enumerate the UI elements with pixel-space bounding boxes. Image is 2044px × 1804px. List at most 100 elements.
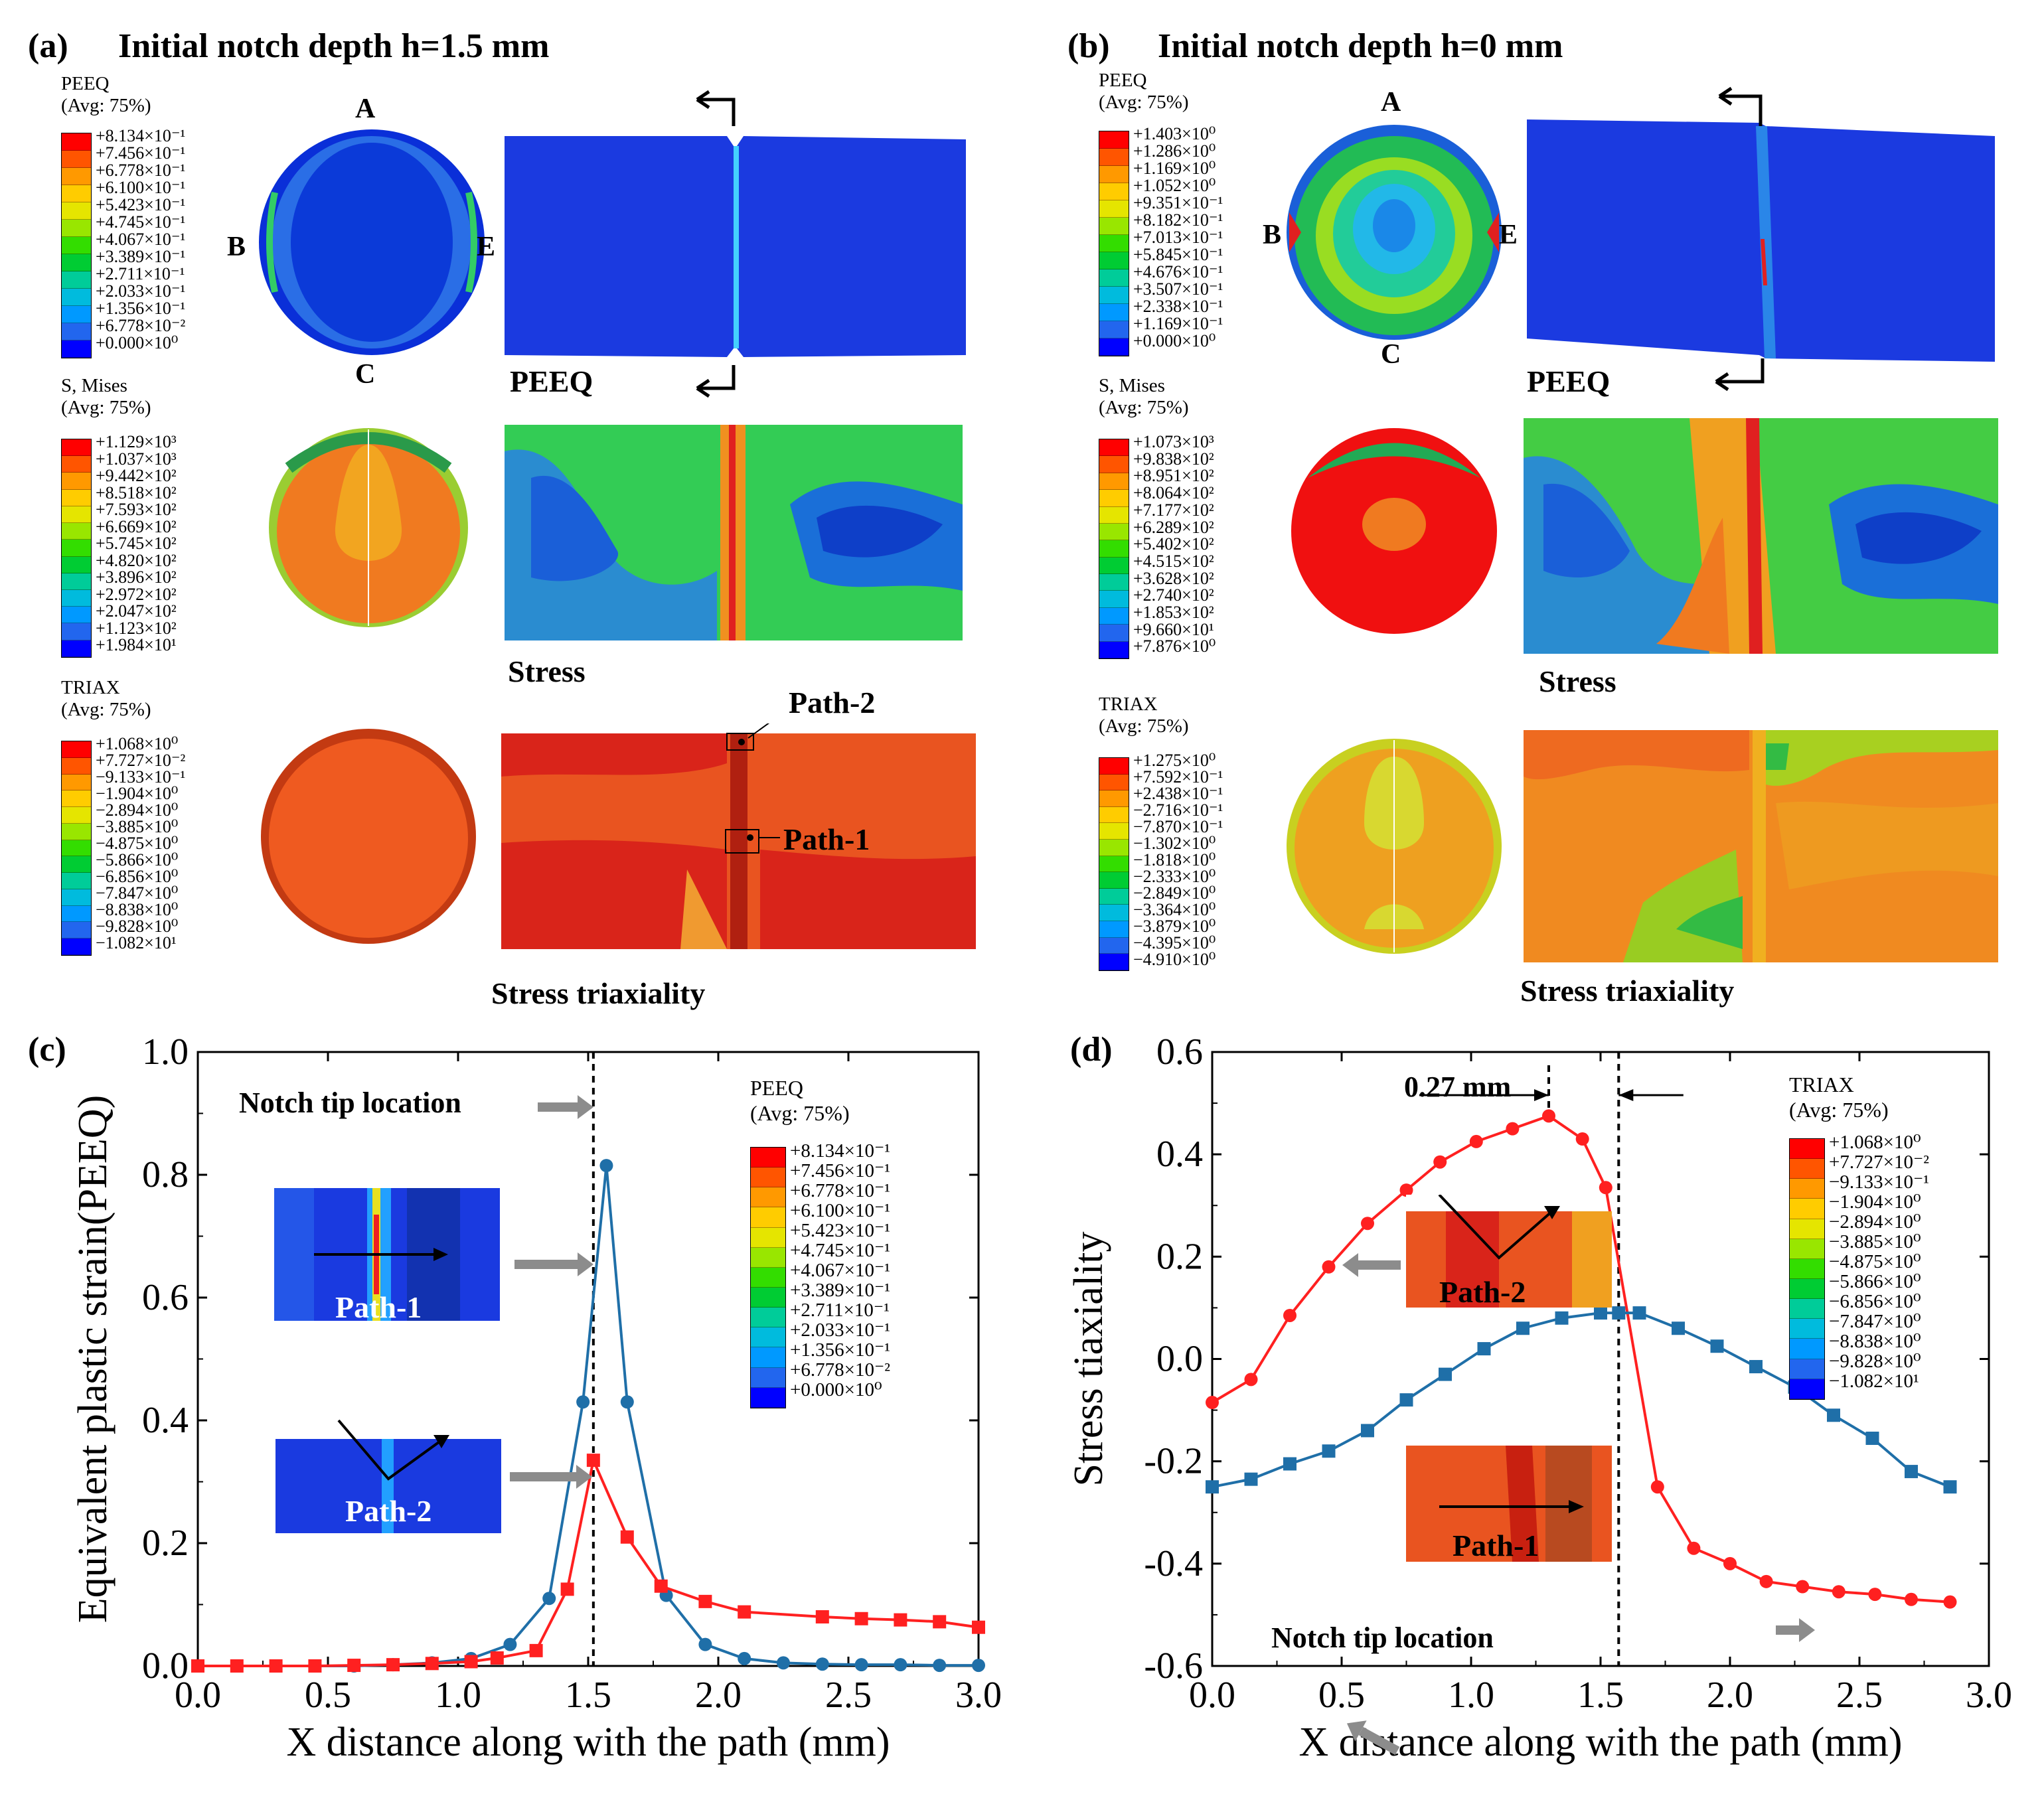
color-swatch	[1099, 790, 1129, 807]
color-swatch	[62, 922, 91, 939]
legend-value: +4.067×10⁻¹	[790, 1260, 890, 1281]
legend-value: +1.129×10³	[96, 432, 177, 451]
data-point-path-1	[1477, 1342, 1491, 1356]
data-point-path-2	[1469, 1134, 1483, 1148]
data-point-path-2	[854, 1612, 868, 1625]
notch-stress-peak	[729, 425, 736, 640]
data-point-path-2	[308, 1659, 322, 1673]
data-point-path-2	[191, 1659, 204, 1673]
legend-value: +2.033×10⁻¹	[96, 281, 186, 301]
color-swatch	[1099, 872, 1129, 889]
color-swatch	[62, 556, 91, 573]
legend-b-peeq: PEEQ (Avg: 75%) +1.403×10⁰ +1.286×10⁰ +1.1…	[1099, 70, 1291, 368]
legend-a-triax: TRIAX (Avg: 75%) +1.068×10⁰ +7.727×10⁻² −9…	[61, 677, 247, 969]
legend-value: +6.778×10⁻¹	[96, 161, 186, 180]
legend-value: +7.013×10⁻¹	[1133, 228, 1223, 247]
edge-strain-e	[1487, 212, 1499, 252]
color-swatch	[62, 506, 91, 524]
data-point-path-1	[1206, 1480, 1219, 1494]
data-point-path-2	[490, 1651, 504, 1665]
legend-value: +1.403×10⁰	[1133, 124, 1216, 143]
triax-high-zone-3	[760, 850, 976, 949]
triax-zone-2	[1763, 730, 1998, 786]
pointer-arrow-head	[578, 1095, 593, 1119]
inset-c-path-1-label: Path-1	[335, 1290, 422, 1324]
section-arrow-top	[1718, 86, 1763, 126]
legend-avg: (Avg: 75%)	[1789, 1098, 1889, 1122]
triax-high-zone-2	[501, 733, 727, 777]
color-swatch	[62, 289, 91, 306]
color-bar	[750, 1147, 786, 1408]
x-tick-label: 3.0	[955, 1675, 1002, 1716]
caption-a-triax: Stress triaxiality	[491, 976, 706, 1010]
legend-value: +2.711×10⁻¹	[96, 264, 185, 283]
color-swatch	[1099, 856, 1129, 873]
color-swatch	[1099, 456, 1129, 473]
stress-low-zone-2	[1543, 483, 1630, 577]
color-bar	[1099, 757, 1129, 971]
offset-arrow-left-head	[1534, 1089, 1549, 1101]
color-swatch	[1099, 131, 1129, 149]
notch-strain	[734, 146, 739, 348]
color-swatch	[1099, 823, 1129, 840]
point-a: A	[1381, 87, 1401, 117]
legend-b-mises: S, Mises (Avg: 75%) +1.073×10³ +9.838×10²…	[1099, 375, 1291, 667]
color-swatch	[62, 840, 91, 857]
data-point-path-1	[1555, 1311, 1569, 1325]
data-point-path-1	[620, 1395, 634, 1409]
legend-a-mises: S, Mises (Avg: 75%) +1.129×10³ +1.037×10³…	[61, 375, 247, 667]
legend-value: −1.904×10⁰	[1829, 1191, 1921, 1213]
color-swatch	[62, 489, 91, 506]
legend-value: −5.866×10⁰	[96, 850, 179, 869]
label-path-1: Path-1	[783, 822, 870, 856]
caption-b-peeq: PEEQ	[1527, 364, 1611, 398]
data-point-path-2	[1832, 1585, 1846, 1599]
stress-low-zone-4	[1855, 512, 1982, 564]
legend-value: +7.876×10⁰	[1133, 637, 1216, 656]
color-swatch	[1099, 166, 1129, 183]
x-tick-label: 0.0	[1189, 1675, 1235, 1716]
path-arrow-head	[1569, 1500, 1584, 1513]
bar-b-triax	[1524, 730, 1998, 962]
legend-value: −2.894×10⁰	[96, 800, 179, 820]
data-point-path-2	[1796, 1580, 1810, 1594]
legend-value: −9.133×10⁻¹	[1829, 1171, 1929, 1193]
legend-name: PEEQ	[750, 1076, 803, 1100]
data-point-path-1	[738, 1651, 751, 1665]
color-swatch	[62, 523, 91, 540]
legend-value: +1.068×10⁰	[96, 734, 179, 753]
data-point-path-2	[425, 1657, 439, 1671]
color-swatch	[1099, 921, 1129, 938]
color-swatch	[1099, 269, 1129, 287]
color-swatch	[1790, 1379, 1824, 1399]
data-point-path-2	[1244, 1373, 1258, 1387]
color-swatch	[62, 151, 91, 168]
color-swatch	[62, 473, 91, 490]
y-tick-label: 0.2	[1156, 1236, 1203, 1277]
legend-value: −1.904×10⁰	[96, 784, 179, 803]
data-point-path-2	[738, 1605, 751, 1619]
data-point-path-2	[1361, 1217, 1374, 1231]
legend-value: +7.727×10⁻²	[1829, 1152, 1929, 1173]
data-point-path-2	[1542, 1109, 1555, 1123]
data-point-path-2	[815, 1610, 829, 1623]
point-b: B	[227, 232, 246, 262]
color-swatch	[751, 1227, 785, 1248]
legend-value: −2.894×10⁰	[1829, 1211, 1921, 1233]
legend-avg: (Avg: 75%)	[1099, 715, 1189, 737]
notch-strain	[1756, 126, 1776, 358]
legend-value: +1.169×10⁻¹	[1133, 314, 1223, 333]
color-swatch	[1099, 607, 1129, 625]
legend-value: −9.133×10⁻¹	[96, 767, 186, 787]
color-swatch	[751, 1187, 785, 1208]
legend-avg: (Avg: 75%)	[61, 95, 151, 116]
path-1-box	[725, 829, 759, 854]
x-tick-label: 3.0	[1966, 1675, 2012, 1716]
legend-value: +2.711×10⁻¹	[790, 1300, 890, 1321]
legend-value: +4.515×10²	[1133, 551, 1214, 571]
caption-a-stress: Stress	[508, 654, 586, 688]
data-point-path-2	[529, 1643, 543, 1657]
y-tick-label: 0.4	[1156, 1134, 1203, 1175]
legend-value: +0.000×10⁰	[1133, 331, 1216, 350]
panel-b-label: (b)	[1067, 27, 1110, 65]
